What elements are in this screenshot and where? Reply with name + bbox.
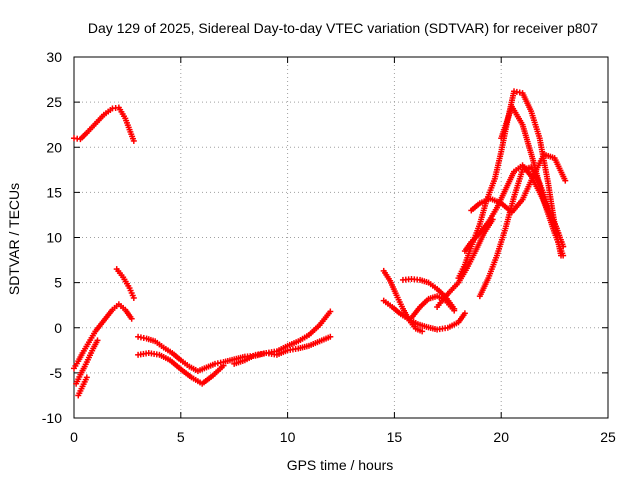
y-tick-label: 30 (46, 49, 62, 65)
grid (74, 57, 608, 418)
data-point-arc-2 (130, 294, 137, 301)
y-axis-label: SDTVAR / TECUs (6, 183, 22, 295)
y-tick-label: 15 (46, 184, 62, 200)
data-point-arc-8 (327, 333, 334, 340)
y-tick-label: 10 (46, 230, 62, 246)
data-point-arc-7 (220, 362, 227, 369)
data-point-arc-12 (451, 307, 458, 314)
data-point-arc-9 (419, 328, 426, 335)
x-tick-label: 10 (280, 429, 296, 445)
x-tick-label: 5 (177, 429, 185, 445)
y-tick-label: -10 (42, 410, 62, 426)
axis-ticks: 0 5 10 15 20 25 -10 -5 0 5 10 15 20 25 30 (42, 49, 616, 445)
chart-title: Day 129 of 2025, Sidereal Day-to-day VTE… (88, 20, 598, 36)
y-tick-label: -5 (50, 365, 63, 381)
data-point-arc-5 (83, 374, 90, 381)
x-tick-label: 25 (600, 429, 616, 445)
y-tick-label: 20 (46, 139, 62, 155)
x-tick-label: 0 (70, 429, 78, 445)
x-tick-label: 15 (387, 429, 403, 445)
data-point-arc-1 (130, 137, 137, 144)
y-tick-label: 5 (54, 275, 62, 291)
x-axis-label: GPS time / hours (287, 457, 394, 473)
data-point-arc-10 (461, 310, 468, 317)
data-points (71, 88, 569, 399)
data-point-arc-4 (94, 337, 101, 344)
y-tick-label: 25 (46, 94, 62, 110)
data-point-arc-16 (562, 177, 569, 184)
x-tick-label: 20 (493, 429, 509, 445)
y-tick-label: 0 (54, 320, 62, 336)
data-point-arc-6 (327, 308, 334, 315)
data-point-arc-3 (128, 315, 135, 322)
data-point-arc-18 (560, 252, 567, 259)
